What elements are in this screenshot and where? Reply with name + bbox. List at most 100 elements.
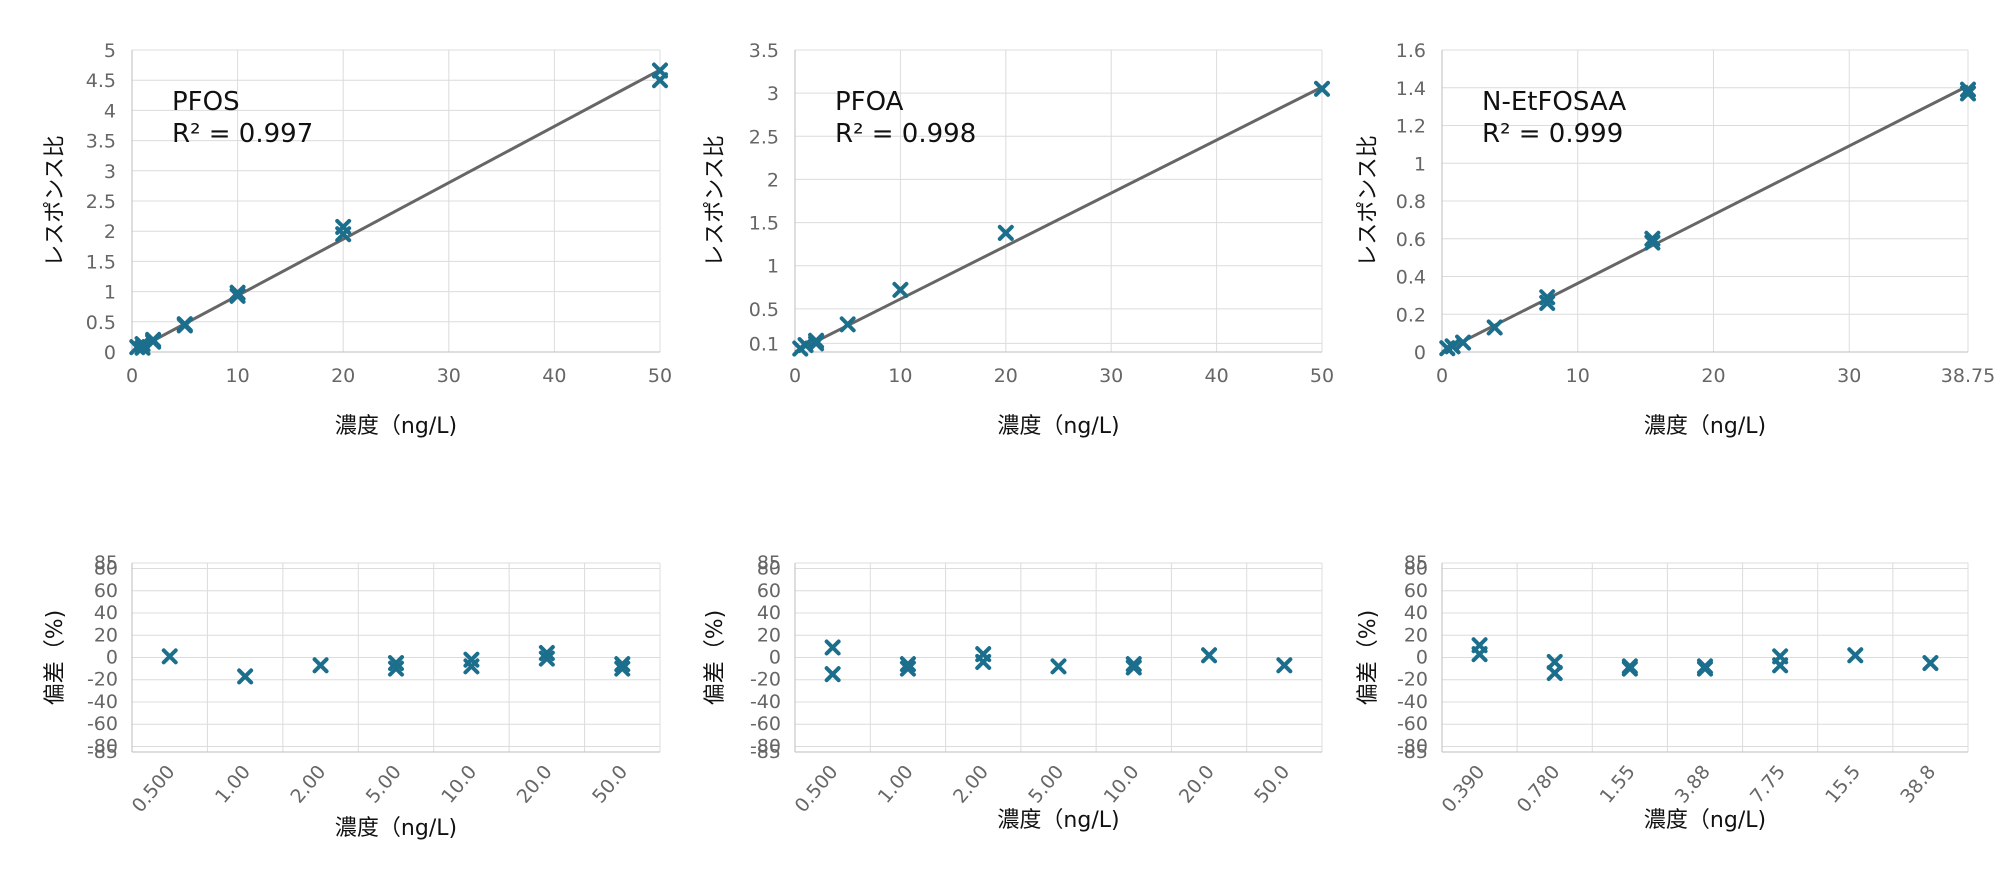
data-point-2-7	[1644, 234, 1661, 251]
x-tick-label-5-0: 0.390	[1438, 761, 1490, 817]
compound-name-1: PFOA	[835, 87, 904, 117]
data-point-4-0	[824, 639, 841, 656]
y-tick-label-0-8: 4	[104, 100, 116, 122]
x-tick-label-1-0: 0	[789, 365, 801, 387]
y-tick-label-0-3: 1.5	[86, 251, 116, 273]
data-point-4-10	[1276, 657, 1293, 674]
x-tick-label-1-2: 20	[994, 365, 1018, 387]
y-axis-title-5: 偏差（%)	[1356, 610, 1381, 706]
x-tick-label-2-4: 38.75	[1941, 365, 1995, 387]
y-tick-label-5-1: 80	[1404, 558, 1428, 580]
data-point-5-5	[1621, 660, 1638, 677]
x-tick-label-5-1: 0.780	[1513, 761, 1565, 817]
data-point-4-5	[975, 653, 992, 670]
y-tick-label-4-1: 80	[757, 558, 781, 580]
x-tick-label-4-0: 0.500	[791, 761, 843, 817]
x-tick-label-4-2: 2.00	[949, 761, 993, 808]
y-tick-label-3-1: 80	[94, 558, 118, 580]
y-tick-label-2-0: 0	[1414, 342, 1426, 364]
y-axis-title-1: レスポンス比	[703, 135, 728, 267]
x-tick-label-1-1: 10	[888, 365, 912, 387]
y-tick-label-4-2: 60	[757, 580, 781, 602]
x-tick-label-5-3: 3.88	[1671, 761, 1715, 808]
y-tick-label-5-6: -20	[1397, 669, 1428, 691]
y-tick-label-3-10: -85	[87, 741, 118, 763]
x-tick-label-3-5: 20.0	[513, 761, 557, 808]
y-tick-label-1-5: 2.5	[749, 126, 779, 148]
data-point-3-0	[161, 648, 178, 665]
y-tick-label-0-0: 0	[104, 342, 116, 364]
y-tick-label-0-2: 1	[104, 282, 116, 304]
x-tick-label-1-4: 40	[1205, 365, 1229, 387]
y-tick-label-2-1: 0.2	[1396, 304, 1426, 326]
y-tick-label-1-2: 1	[767, 256, 779, 278]
x-axis-title-5: 濃度（ng/L)	[1644, 808, 1766, 833]
data-point-2-9	[1960, 85, 1976, 102]
y-tick-label-3-2: 60	[94, 580, 118, 602]
y-tick-label-0-9: 4.5	[86, 70, 116, 92]
r-squared-label-1: R² = 0.998	[835, 119, 976, 149]
y-tick-label-1-0: 0.1	[749, 333, 779, 355]
y-tick-label-5-8: -60	[1397, 713, 1428, 735]
y-tick-label-3-7: -40	[87, 691, 118, 713]
x-tick-label-0-5: 50	[648, 365, 672, 387]
y-tick-label-5-0: 85	[1404, 552, 1428, 574]
x-tick-label-0-0: 0	[126, 365, 138, 387]
y-tick-label-5-5: 0	[1416, 647, 1428, 669]
data-point-4-3	[899, 660, 916, 677]
data-point-0-4	[145, 333, 162, 350]
data-point-3-2	[312, 657, 329, 674]
data-point-0-10	[335, 226, 352, 243]
y-tick-label-2-3: 0.6	[1396, 229, 1426, 251]
compound-name-2: N-EtFOSAA	[1482, 87, 1626, 117]
y-tick-label-5-10: -85	[1397, 741, 1428, 763]
y-tick-label-2-2: 0.4	[1396, 267, 1426, 289]
x-axis-title-3: 濃度（ng/L)	[335, 816, 457, 841]
y-tick-label-4-7: -40	[750, 691, 781, 713]
x-tick-label-3-4: 10.0	[437, 761, 481, 808]
y-axis-title-3: 偏差（%)	[43, 610, 68, 706]
data-point-5-11	[1922, 655, 1939, 672]
data-point-0-7	[229, 284, 246, 301]
y-tick-label-3-6: -20	[87, 669, 118, 691]
y-tick-label-2-6: 1.2	[1396, 116, 1426, 138]
y-tick-label-5-4: 20	[1404, 624, 1428, 646]
data-point-4-9	[1201, 647, 1218, 664]
x-tick-label-3-2: 2.00	[286, 761, 330, 808]
x-tick-label-5-2: 1.55	[1596, 761, 1640, 808]
data-point-1-4	[839, 316, 856, 333]
y-tick-label-0-10: 5	[104, 40, 116, 62]
x-tick-label-0-4: 40	[542, 365, 566, 387]
data-point-4-1	[824, 666, 841, 683]
x-tick-label-2-3: 30	[1837, 365, 1861, 387]
data-point-3-6	[463, 658, 480, 675]
y-tick-label-4-3: 40	[757, 602, 781, 624]
x-tick-label-0-3: 30	[437, 365, 461, 387]
y-tick-label-5-7: -40	[1397, 691, 1428, 713]
y-tick-label-4-6: -20	[750, 669, 781, 691]
x-tick-label-3-3: 5.00	[362, 761, 406, 808]
data-point-2-3	[1486, 319, 1503, 336]
data-point-3-9	[614, 656, 631, 673]
y-tick-label-0-1: 0.5	[86, 312, 116, 334]
y-tick-label-1-4: 2	[767, 169, 779, 191]
y-tick-label-3-5: 0	[106, 647, 118, 669]
data-point-2-8	[1960, 81, 1976, 98]
y-tick-label-1-1: 0.5	[749, 299, 779, 321]
compound-name-0: PFOS	[172, 87, 240, 117]
y-tick-label-0-7: 3.5	[86, 131, 116, 153]
x-tick-label-0-2: 20	[331, 365, 355, 387]
data-point-5-9	[1772, 657, 1789, 674]
data-point-5-2	[1546, 653, 1563, 670]
x-tick-label-1-5: 50	[1310, 365, 1334, 387]
data-point-1-3	[808, 335, 825, 352]
y-tick-label-5-9: -80	[1397, 735, 1428, 757]
x-tick-label-1-3: 30	[1099, 365, 1123, 387]
fit-line-1	[794, 85, 1323, 354]
data-point-5-3	[1546, 665, 1563, 682]
y-tick-label-4-9: -80	[750, 735, 781, 757]
data-point-0-6	[176, 317, 193, 334]
